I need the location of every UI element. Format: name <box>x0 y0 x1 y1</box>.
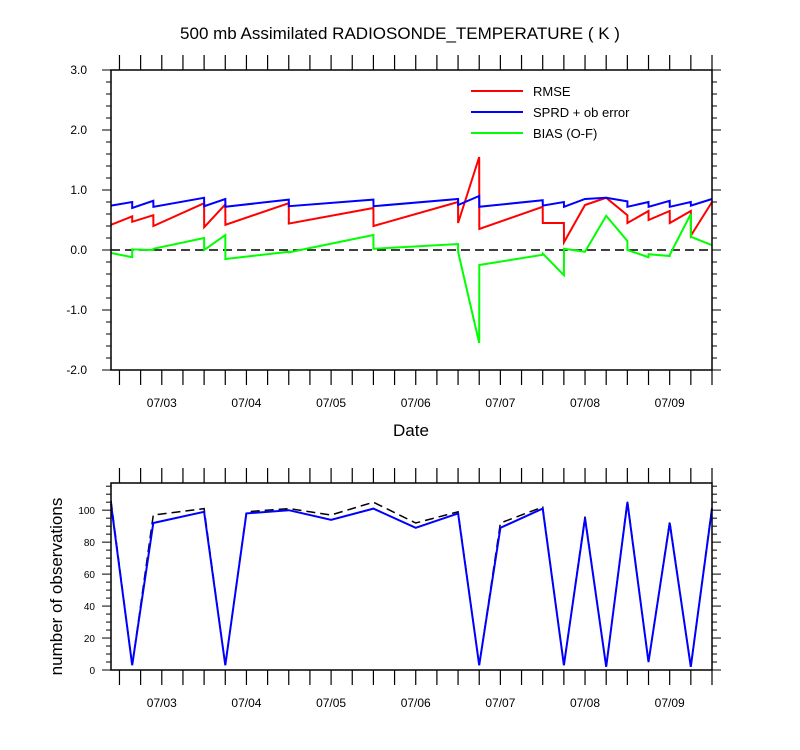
panel1-series-line-1 <box>110 194 713 210</box>
legend-label-0: RMSE <box>533 84 571 99</box>
panel1-ytick-label: 2.0 <box>70 123 87 137</box>
panel1-title: 500 mb Assimilated RADIOSONDE_TEMPERATUR… <box>180 24 620 43</box>
panel1-xtick-label: 07/05 <box>316 396 346 410</box>
panel1-xtick-label: 07/08 <box>570 396 600 410</box>
panel2-ytick-label: 100 <box>78 506 95 517</box>
panel2-xtick-label: 07/05 <box>316 696 346 710</box>
panel1-ytick-label: 0.0 <box>70 243 87 257</box>
panel2-ytick-label: 60 <box>84 570 96 581</box>
panel1-xtick-label: 07/09 <box>655 396 685 410</box>
panel2-xtick-label: 07/06 <box>401 696 431 710</box>
panel1-xtick-label: 07/07 <box>485 396 515 410</box>
legend-label-2: BIAS (O-F) <box>533 126 597 141</box>
panel2-xtick-label: 07/03 <box>147 696 177 710</box>
panel1-plot-frame <box>110 69 713 371</box>
panel1-ytick-label: 3.0 <box>70 63 87 77</box>
panel1-series-line-2 <box>110 213 713 344</box>
panel2-xtick-label: 07/09 <box>655 696 685 710</box>
panel1-xtick-label: 07/06 <box>401 396 431 410</box>
panel2-xtick-label: 07/08 <box>570 696 600 710</box>
panel2-xtick-label: 07/04 <box>231 696 261 710</box>
panel2-ytick-label: 40 <box>84 602 96 613</box>
panel1-xtick-label: 07/04 <box>231 396 261 410</box>
panel1-ytick-label: 1.0 <box>70 183 87 197</box>
panel1-ytick-label: -2.0 <box>66 363 87 377</box>
panel2-ytick-label: 0 <box>89 666 95 677</box>
panel2-xtick-label: 07/07 <box>485 696 515 710</box>
panel1-xtick-label: 07/03 <box>147 396 177 410</box>
panel2-plot-frame <box>110 482 713 671</box>
panel2-ytick-label: 80 <box>84 538 96 549</box>
panel2-y-axis-label: number of observations <box>47 498 66 676</box>
panel2-ytick-label: 20 <box>84 634 96 645</box>
panel1-x-axis-label: Date <box>393 421 429 440</box>
legend-label-1: SPRD + ob error <box>533 105 630 120</box>
panel1-ytick-label: -1.0 <box>66 303 87 317</box>
panel2-series-line-1 <box>110 502 713 667</box>
